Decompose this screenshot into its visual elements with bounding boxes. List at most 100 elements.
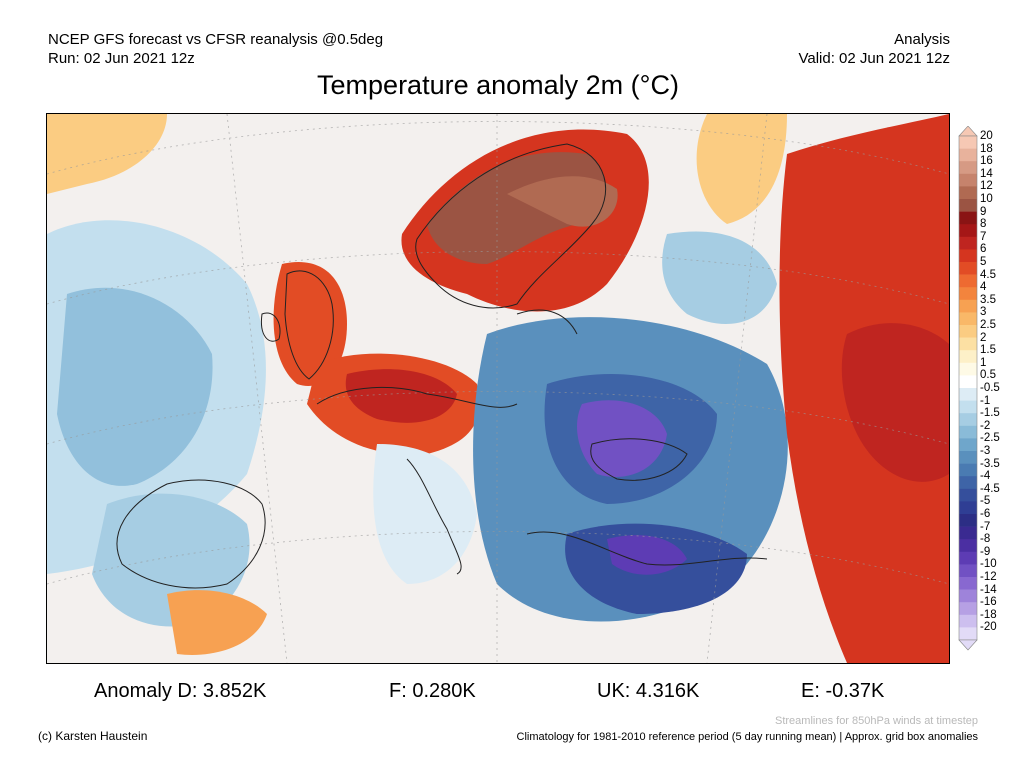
- colorbar-swatch: [959, 463, 977, 477]
- colorbar-swatch: [959, 350, 977, 364]
- colorbar-label: 4.5: [980, 268, 996, 281]
- colorbar-label: -3: [980, 445, 991, 457]
- colorbar-swatch: [959, 299, 977, 313]
- colorbar-label: 3.5: [980, 293, 996, 306]
- germany-warm-core: [345, 369, 457, 423]
- colorbar-label: 16: [980, 155, 993, 168]
- colorbar-swatch: [959, 224, 977, 238]
- colorbar-label: 7: [980, 230, 987, 243]
- analysis-label: Analysis: [894, 31, 950, 48]
- colorbar-swatch: [959, 602, 977, 616]
- colorbar-label: -10: [980, 558, 997, 571]
- climatology-note: Climatology for 1981-2010 reference peri…: [516, 731, 978, 743]
- atlantic-cool-core: [57, 287, 213, 486]
- colorbar-swatch: [959, 375, 977, 389]
- colorbar-label: -0.5: [980, 382, 1000, 394]
- western-russia-cool-zone: [662, 231, 777, 324]
- stat-anomaly-d: Anomaly D: 3.852K: [94, 680, 267, 702]
- colorbar-label: 9: [980, 205, 987, 218]
- colorbar-label: 2: [980, 331, 987, 344]
- colorbar-min-arrow: [958, 639, 978, 651]
- colorbar-label: -4: [980, 470, 991, 483]
- run-time: Run: 02 Jun 2021 12z: [48, 50, 195, 67]
- colorbar-swatch: [959, 514, 977, 527]
- colorbar-swatch: [959, 136, 977, 149]
- colorbar-swatch: [959, 287, 977, 301]
- colorbar-swatch: [959, 312, 977, 326]
- colorbar-swatch: [959, 614, 977, 628]
- colorbar-label: 1: [980, 356, 987, 369]
- colorbar-label: 1.5: [980, 344, 996, 357]
- colorbar-swatch: [959, 262, 977, 275]
- colorbar-swatch: [959, 148, 977, 162]
- finland-extreme-zone: [507, 176, 618, 227]
- barents-warm-zone: [696, 114, 787, 224]
- greenland-warm-zone: [47, 114, 167, 194]
- colorbar-swatch: [959, 362, 977, 376]
- valid-info: Analysis Valid: 02 Jun 2021 12z: [798, 30, 950, 68]
- colorbar-swatch: [959, 488, 977, 502]
- colorbar-swatch: [959, 274, 977, 288]
- colorbar-swatch: [959, 539, 977, 553]
- colorbar-swatch: [959, 161, 977, 175]
- colorbar-swatch: [959, 564, 977, 578]
- colorbar-swatch: [959, 438, 977, 452]
- colorbar-label: 10: [980, 193, 993, 205]
- colorbar-label: -3.5: [980, 457, 1000, 470]
- colorbar-swatches: [958, 126, 978, 651]
- colorbar: [958, 126, 978, 651]
- model-description: NCEP GFS forecast vs CFSR reanalysis @0.…: [48, 31, 384, 48]
- map-title: Temperature anomaly 2m (°C): [317, 70, 679, 100]
- colorbar-label: 3: [980, 306, 987, 319]
- colorbar-swatch: [959, 476, 977, 490]
- colorbar-swatch: [959, 400, 977, 414]
- russia-warm-core: [841, 323, 949, 482]
- colorbar-label: -14: [980, 583, 997, 596]
- colorbar-label: -6: [980, 508, 991, 520]
- colorbar-swatch: [959, 388, 977, 401]
- colorbar-label: 4: [980, 281, 987, 294]
- colorbar-swatch: [959, 211, 977, 225]
- colorbar-swatch: [959, 325, 977, 338]
- colorbar-label: 8: [980, 218, 987, 231]
- colorbar-label: -5: [980, 495, 991, 508]
- anomaly-map-graphic: [47, 114, 949, 663]
- colorbar-swatch: [959, 551, 977, 565]
- coastlines: [116, 143, 768, 589]
- colorbar-swatch: [959, 413, 977, 427]
- stat-anomaly-uk: UK: 4.316K: [597, 680, 700, 702]
- colorbar-swatch: [959, 186, 977, 200]
- valid-time: Valid: 02 Jun 2021 12z: [798, 50, 950, 67]
- colorbar-max-arrow: [958, 126, 978, 137]
- colorbar-label: 0.5: [980, 369, 996, 382]
- colorbar-label: 12: [980, 180, 993, 193]
- colorbar-swatch: [959, 526, 977, 540]
- colorbar-swatch: [959, 173, 977, 187]
- colorbar-label: -2.5: [980, 432, 1000, 445]
- colorbar-label: -1.5: [980, 407, 1000, 420]
- colorbar-swatch: [959, 249, 977, 263]
- anomaly-map: [46, 113, 950, 664]
- colorbar-label: -1: [980, 394, 991, 407]
- colorbar-swatch: [959, 501, 977, 515]
- colorbar-label: -7: [980, 520, 991, 533]
- colorbar-label: 5: [980, 256, 987, 268]
- colorbar-label: 6: [980, 243, 987, 256]
- colorbar-swatch: [959, 589, 977, 603]
- credit-text: (c) Karsten Haustein: [38, 729, 148, 743]
- colorbar-swatch: [959, 627, 977, 641]
- colorbar-swatch: [959, 451, 977, 464]
- colorbar-label: -12: [980, 571, 997, 583]
- lat-lon-grid: [47, 114, 949, 663]
- run-info: NCEP GFS forecast vs CFSR reanalysis @0.…: [48, 30, 383, 68]
- colorbar-swatch: [959, 236, 977, 250]
- colorbar-swatch: [959, 577, 977, 590]
- streamlines-note: Streamlines for 850hPa winds at timestep: [775, 715, 978, 727]
- colorbar-swatch: [959, 199, 977, 212]
- colorbar-label: -8: [980, 533, 991, 546]
- colorbar-label: -4.5: [980, 482, 1000, 495]
- colorbar-label: 20: [980, 130, 993, 142]
- north-africa-warm-zone: [167, 590, 267, 655]
- colorbar-label: -16: [980, 596, 997, 609]
- colorbar-label: -9: [980, 545, 991, 558]
